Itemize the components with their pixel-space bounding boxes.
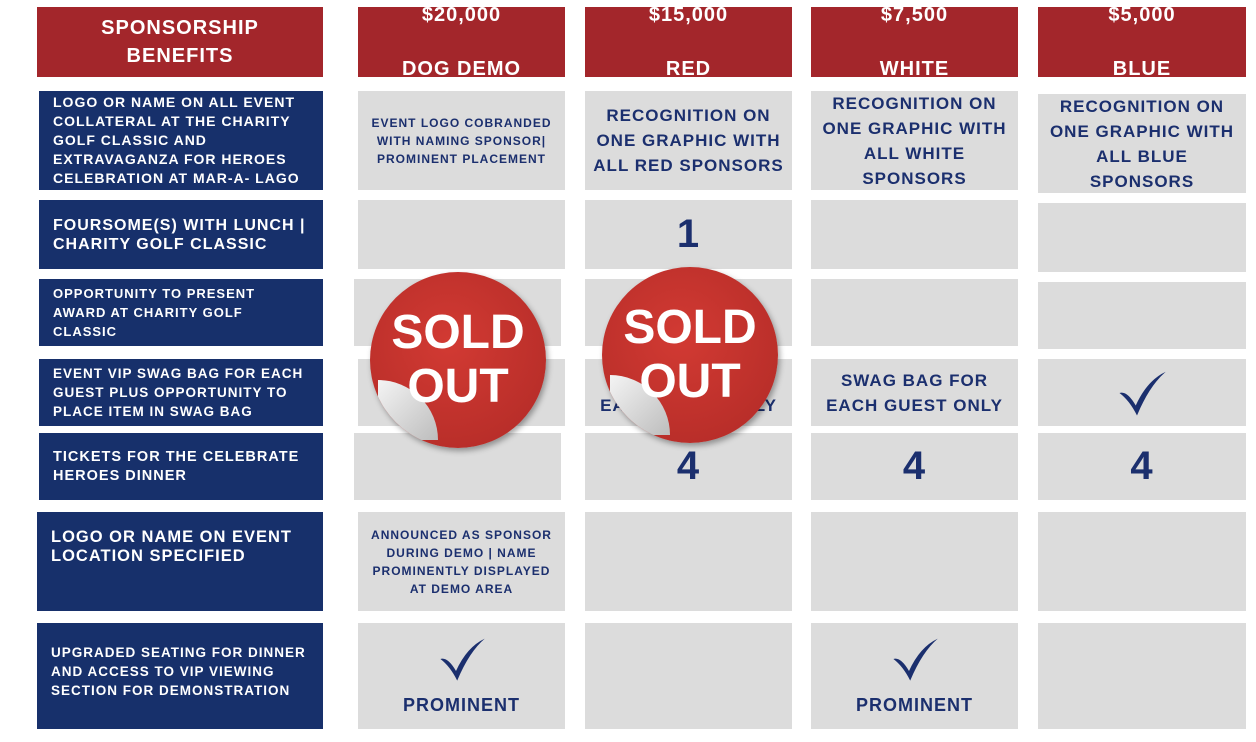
column-header: $7,500 WHITE (811, 4, 1018, 80)
row-label: OPPORTUNITY TO PRESENT AWARD AT CHARITY … (39, 279, 323, 346)
text: SOLD OUT (391, 306, 525, 413)
benefit-cell (1038, 623, 1246, 729)
benefit-cell (811, 200, 1018, 269)
text: OPPORTUNITY TO PRESENT AWARD AT CHARITY … (53, 286, 256, 339)
row-label: FOURSOME(S) WITH LUNCH | CHARITY GOLF CL… (39, 200, 323, 269)
benefit-cell (585, 512, 792, 611)
column-header: $20,000 DOG DEMO (358, 4, 565, 80)
row-label: EVENT VIP SWAG BAG FOR EACH GUEST PLUS O… (39, 359, 323, 426)
text: WHITE (879, 57, 950, 80)
benefit-cell: 4 (1038, 433, 1246, 500)
text: SWAG BAG FOR EACH GUEST ONLY (826, 370, 1003, 415)
text: PROMINENT (403, 694, 520, 715)
benefit-cell (1038, 282, 1246, 349)
benefit-cell (811, 279, 1018, 346)
checkmark (1119, 371, 1166, 415)
text: UPGRADED SEATING FOR DINNER AND ACCESS T… (51, 645, 306, 698)
text: PROMINENT (856, 694, 973, 715)
benefit-cell: PROMINENT (358, 623, 565, 729)
text: ANNOUNCED AS SPONSOR DURING DEMO | NAME … (371, 527, 552, 596)
text: EVENT LOGO COBRANDED WITH NAMING SPONSOR… (371, 115, 552, 166)
text: LOGO OR NAME ON EVENT LOCATION SPECIFIED (51, 528, 293, 565)
text: 4 (1130, 444, 1154, 488)
text: RED (665, 57, 712, 80)
text: SPONSORSHIP BENEFITS (101, 17, 259, 67)
benefit-cell: PROMINENT (811, 623, 1018, 729)
text: $20,000 (421, 3, 502, 26)
benefit-cell (585, 623, 792, 729)
text: RECOGNITION ON ONE GRAPHIC WITH ALL WHIT… (822, 93, 1007, 188)
text: TICKETS FOR THE CELEBRATE HEROES DINNER (53, 448, 300, 484)
text: RECOGNITION ON ONE GRAPHIC WITH ALL BLUE… (1049, 96, 1235, 191)
benefit-cell: 1 (585, 200, 792, 269)
benefit-cell (1038, 512, 1246, 611)
text: LOGO OR NAME ON ALL EVENT COLLATERAL AT … (53, 94, 300, 186)
text: $5,000 (1108, 3, 1176, 26)
text: RECOGNITION ON ONE GRAPHIC WITH ALL RED … (593, 106, 784, 175)
column-header: $15,000 RED (585, 4, 792, 80)
checkmark (892, 638, 938, 681)
benefit-cell: SWAG BAG FOR EACH GUEST ONLY (811, 359, 1018, 426)
text: FOURSOME(S) WITH LUNCH | CHARITY GOLF CL… (53, 216, 306, 253)
benefit-cell (1038, 203, 1246, 272)
text: 1 (676, 212, 701, 256)
sold-out-sticker: SOLD OUT (370, 272, 546, 448)
text: 4 (902, 444, 927, 488)
benefit-cell: RECOGNITION ON ONE GRAPHIC WITH ALL WHIT… (811, 91, 1018, 190)
benefit-cell: RECOGNITION ON ONE GRAPHIC WITH ALL BLUE… (1038, 94, 1246, 193)
checkmark (439, 638, 485, 681)
benefit-cell (811, 512, 1018, 611)
text: BLUE (1112, 57, 1172, 80)
text: SOLD OUT (623, 301, 757, 408)
text: DOG DEMO (401, 57, 522, 80)
benefit-cell: EVENT LOGO COBRANDED WITH NAMING SPONSOR… (358, 91, 565, 190)
benefit-cell (358, 200, 565, 269)
benefit-cell: 4 (585, 433, 792, 500)
benefit-cell: ANNOUNCED AS SPONSOR DURING DEMO | NAME … (358, 512, 565, 611)
text: EVENT VIP SWAG BAG FOR EACH GUEST PLUS O… (53, 366, 304, 419)
column-header: $5,000 BLUE (1038, 4, 1246, 80)
text: $7,500 (880, 3, 949, 26)
text: $15,000 (648, 3, 729, 26)
benefit-cell: RECOGNITION ON ONE GRAPHIC WITH ALL RED … (585, 91, 792, 190)
row-label: LOGO OR NAME ON EVENT LOCATION SPECIFIED (37, 512, 323, 611)
row-label: TICKETS FOR THE CELEBRATE HEROES DINNER (39, 433, 323, 500)
text: 4 (676, 444, 701, 488)
benefit-cell (1038, 359, 1246, 426)
sold-out-sticker: SOLD OUT (602, 267, 778, 443)
benefit-cell: 4 (811, 433, 1018, 500)
row-label: LOGO OR NAME ON ALL EVENT COLLATERAL AT … (39, 91, 323, 190)
header-title: SPONSORSHIP BENEFITS (37, 7, 323, 77)
row-label: UPGRADED SEATING FOR DINNER AND ACCESS T… (37, 623, 323, 729)
